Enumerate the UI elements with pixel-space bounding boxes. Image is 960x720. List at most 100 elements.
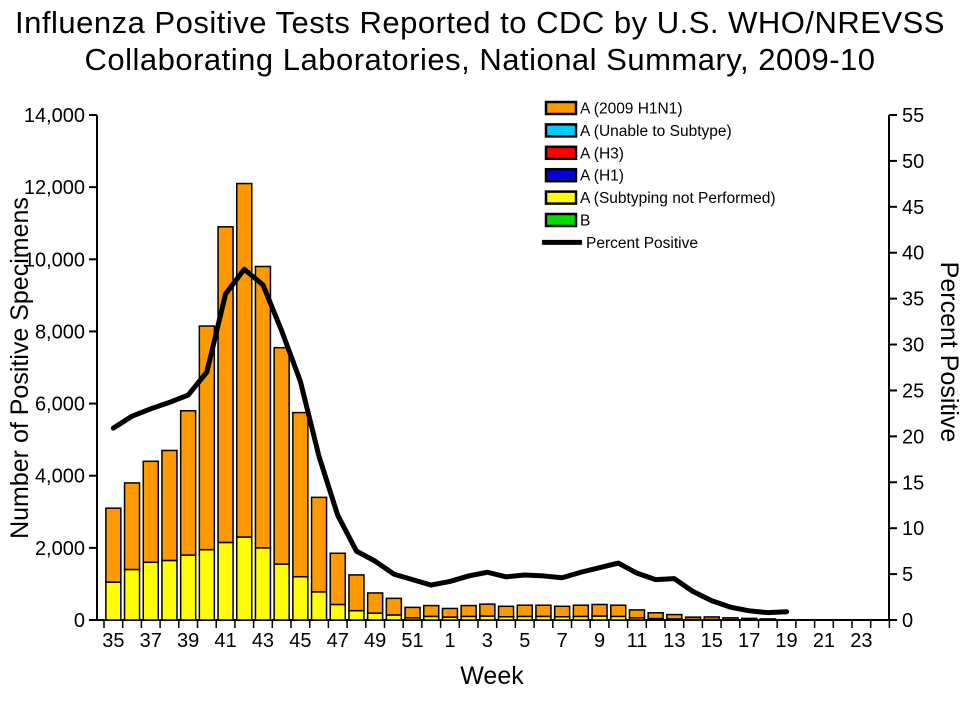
x-tick-label: 3 [482, 630, 493, 652]
x-tick-label: 13 [663, 630, 685, 652]
x-tick-label: 23 [850, 630, 872, 652]
bar-segment-a-2009-h1n1 [516, 604, 533, 618]
x-axis-title: Week [460, 662, 524, 690]
bar-segment-a-subtyping-not-performed [105, 581, 122, 621]
bar-segment-a-subtyping-not-performed [217, 541, 234, 621]
bar-segment-a-2009-h1n1 [198, 325, 216, 551]
bar-segment-a-2009-h1n1 [647, 612, 664, 620]
bar-segment-a-subtyping-not-performed [236, 536, 253, 621]
bar-segment-a-subtyping-not-performed [385, 614, 403, 621]
bar-segment-a-subtyping-not-performed [161, 559, 178, 621]
y-right-tick-label: 35 [902, 289, 924, 311]
bar-segment-a-2009-h1n1 [460, 604, 477, 618]
y-left-tick-label: 4,000 [35, 466, 85, 488]
x-tick-label: 51 [401, 630, 423, 652]
bar-segment-a-2009-h1n1 [161, 449, 178, 562]
bar-segment-a-2009-h1n1 [366, 592, 384, 614]
y-right-tick-label: 30 [902, 335, 924, 357]
bar-segment-a-2009-h1n1 [535, 604, 552, 618]
percent-positive-line [110, 266, 790, 616]
legend-label: A (H1) [580, 168, 624, 185]
legend-label: B [580, 213, 590, 230]
x-tick-label: 1 [444, 630, 455, 652]
x-tick-label: 21 [813, 630, 835, 652]
y-right-tick-label: 50 [902, 151, 924, 173]
legend-swatch-4 [544, 167, 578, 183]
x-tick-label: 39 [177, 630, 199, 652]
bar-segment-a-2009-h1n1 [441, 607, 459, 618]
y-right-tick-label: 5 [902, 564, 913, 586]
y-right-axis-title: Percent Positive [935, 262, 960, 443]
bar-segment-a-2009-h1n1 [423, 604, 440, 618]
legend-label: A (2009 H1N1) [580, 101, 683, 118]
y-right-tick-label: 15 [902, 472, 924, 494]
bar-segment-a-2009-h1n1 [329, 552, 346, 606]
legend-swatch-1 [544, 100, 578, 116]
bar-segment-a-2009-h1n1 [105, 507, 122, 583]
x-tick-label: 45 [289, 630, 311, 652]
bar-segment-a-2009-h1n1 [273, 346, 290, 565]
legend-label: A (Unable to Subtype) [580, 123, 732, 140]
x-tick-label: 19 [775, 630, 797, 652]
bar-segment-a-subtyping-not-performed [329, 603, 346, 621]
bar-segment-a-2009-h1n1 [684, 616, 702, 621]
bar-segment-a-2009-h1n1 [292, 411, 309, 578]
bar-segment-a-2009-h1n1 [497, 605, 515, 618]
bar-segment-a-subtyping-not-performed [123, 568, 141, 621]
y-right-tick-label: 25 [902, 380, 924, 402]
y-left-tick-label: 14,000 [24, 105, 85, 127]
legend-swatch-3 [544, 145, 578, 161]
bar-segment-a-2009-h1n1 [740, 617, 758, 621]
chart-title: Influenza Positive Tests Reported to CDC… [0, 4, 960, 78]
legend-label: Percent Positive [586, 235, 698, 252]
bar-segment-a-2009-h1n1 [179, 410, 197, 556]
bar-segment-a-2009-h1n1 [553, 605, 571, 618]
bar-segment-a-2009-h1n1 [722, 617, 739, 621]
bar-segment-a-2009-h1n1 [479, 603, 496, 617]
x-tick-label: 43 [252, 630, 274, 652]
bar-segment-a-2009-h1n1 [385, 597, 403, 616]
x-tick-label: 49 [364, 630, 386, 652]
legend-label: A (H3) [580, 145, 624, 162]
bar-segment-a-subtyping-not-performed [142, 561, 159, 621]
y-right-tick-label: 0 [902, 610, 913, 632]
x-tick-label: 41 [214, 630, 236, 652]
y-right-tick-label: 55 [902, 105, 924, 127]
y-right-tick-label: 10 [902, 518, 924, 540]
legend-swatch-2 [544, 123, 578, 138]
bar-segment-a-subtyping-not-performed [179, 554, 197, 621]
bar-segment-a-2009-h1n1 [628, 609, 646, 619]
y-right-tick-label: 40 [902, 243, 924, 265]
y-left-tick-label: 0 [74, 610, 85, 632]
y-left-tick-label: 8,000 [35, 321, 85, 343]
bar-segment-a-2009-h1n1 [310, 496, 328, 593]
x-tick-label: 37 [140, 630, 162, 652]
bar-segment-a-2009-h1n1 [703, 616, 720, 621]
y-left-tick-label: 10,000 [24, 249, 85, 271]
bar-segment-a-2009-h1n1 [236, 182, 253, 538]
bar-segment-a-2009-h1n1 [348, 574, 365, 612]
y-left-axis-title: Number of Positive Specimens [6, 197, 34, 539]
x-tick-label: 7 [557, 630, 568, 652]
legend-label: A (Subtyping not Performed) [580, 190, 776, 207]
y-right-tick-label: 20 [902, 426, 924, 448]
bar-segment-a-2009-h1n1 [759, 618, 777, 621]
x-tick-label: 17 [738, 630, 760, 652]
bar-segment-a-2009-h1n1 [254, 265, 272, 549]
x-tick-label: 15 [701, 630, 723, 652]
y-left-tick-label: 6,000 [35, 394, 85, 416]
y-left-tick-label: 2,000 [35, 538, 85, 560]
x-tick-label: 47 [327, 630, 349, 652]
bar-segment-a-2009-h1n1 [572, 604, 590, 618]
bar-segment-a-subtyping-not-performed [198, 548, 216, 621]
chart-title-line1: Influenza Positive Tests Reported to CDC… [15, 5, 945, 40]
bar-segment-a-subtyping-not-performed [254, 547, 272, 621]
bar-segment-a-2009-h1n1 [404, 606, 421, 619]
bar-segment-a-2009-h1n1 [591, 603, 608, 617]
bar-segment-a-2009-h1n1 [217, 226, 234, 544]
y-right-tick-label: 45 [902, 197, 924, 219]
x-tick-label: 9 [594, 630, 605, 652]
bar-segment-a-subtyping-not-performed [273, 563, 290, 621]
